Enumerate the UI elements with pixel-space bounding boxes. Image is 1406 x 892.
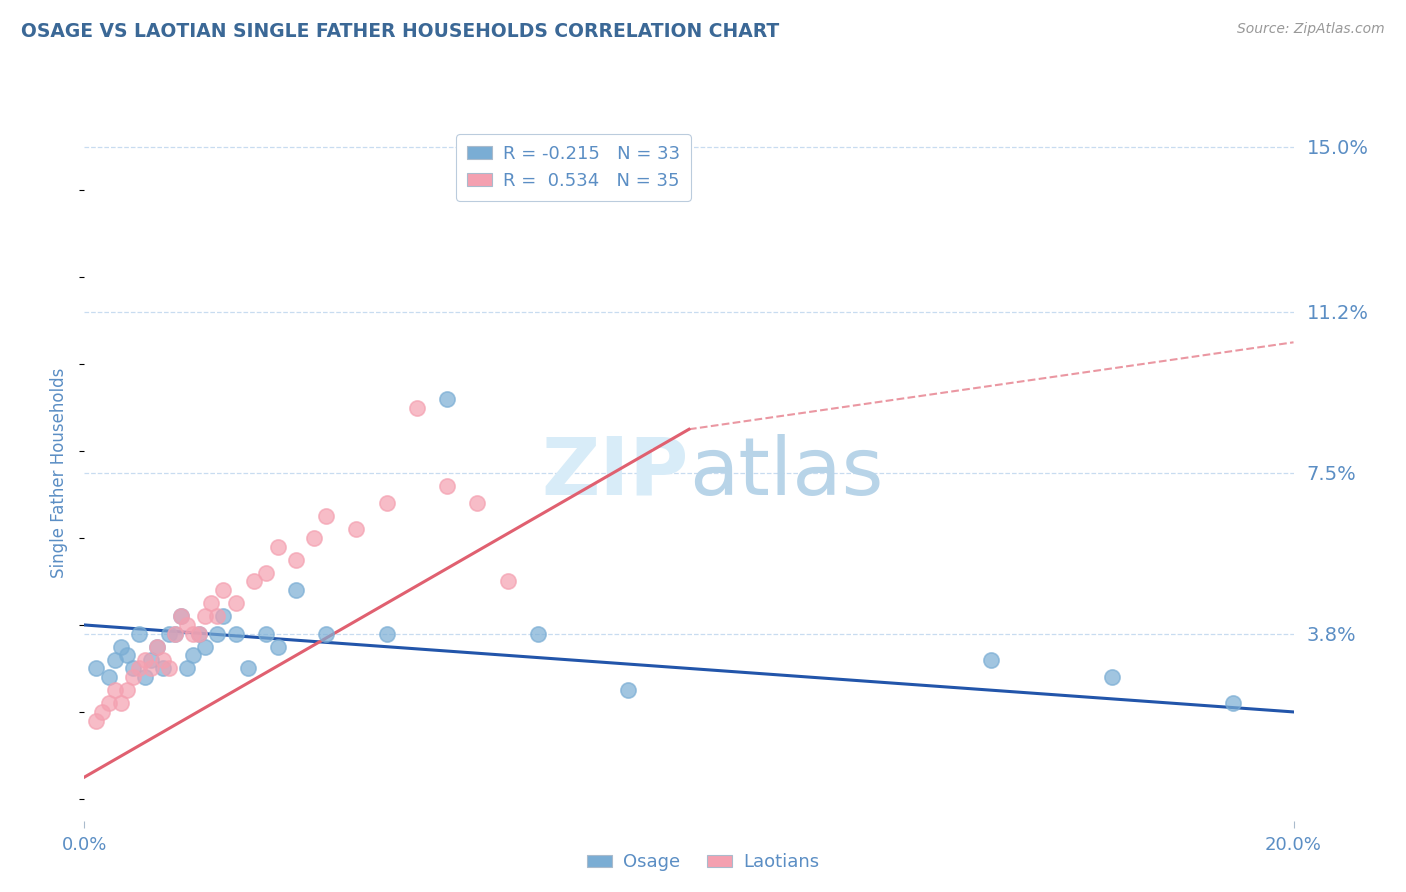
Point <box>152 661 174 675</box>
Point <box>267 640 290 654</box>
Point <box>375 496 398 510</box>
Point <box>181 626 204 640</box>
Point <box>170 609 193 624</box>
Point <box>315 509 337 524</box>
Point <box>285 583 308 598</box>
Point <box>436 479 458 493</box>
Point <box>110 640 132 654</box>
Text: ZIP: ZIP <box>541 434 689 512</box>
Point <box>97 696 120 710</box>
Point <box>242 574 264 589</box>
Point <box>121 670 143 684</box>
Point <box>346 522 368 536</box>
Point <box>146 640 169 654</box>
Point <box>134 653 156 667</box>
Point <box>104 683 127 698</box>
Text: OSAGE VS LAOTIAN SINGLE FATHER HOUSEHOLDS CORRELATION CHART: OSAGE VS LAOTIAN SINGLE FATHER HOUSEHOLD… <box>21 22 779 41</box>
Point <box>236 661 259 675</box>
Point <box>254 626 277 640</box>
Point <box>165 626 187 640</box>
Point <box>200 596 222 610</box>
Point <box>121 661 143 675</box>
Point <box>188 626 211 640</box>
Point <box>176 661 198 675</box>
Point <box>207 609 229 624</box>
Point <box>165 626 187 640</box>
Point <box>86 714 108 728</box>
Point <box>375 626 398 640</box>
Point <box>139 661 162 675</box>
Point <box>617 683 640 698</box>
Point <box>267 540 290 554</box>
Point <box>194 640 217 654</box>
Text: atlas: atlas <box>689 434 883 512</box>
Point <box>134 670 156 684</box>
Point <box>115 648 138 663</box>
Point <box>170 609 193 624</box>
Point <box>157 661 180 675</box>
Point <box>207 626 229 640</box>
Legend: Osage, Laotians: Osage, Laotians <box>579 847 827 879</box>
Point <box>176 618 198 632</box>
Point <box>302 531 325 545</box>
Point <box>254 566 277 580</box>
Point <box>110 696 132 710</box>
Point <box>104 653 127 667</box>
Point <box>128 661 150 675</box>
Point <box>194 609 217 624</box>
Y-axis label: Single Father Households: Single Father Households <box>51 368 69 578</box>
Point <box>157 626 180 640</box>
Point <box>315 626 337 640</box>
Point <box>139 653 162 667</box>
Point <box>406 401 429 415</box>
Point <box>212 609 235 624</box>
Point <box>128 626 150 640</box>
Legend: R = -0.215   N = 33, R =  0.534   N = 35: R = -0.215 N = 33, R = 0.534 N = 35 <box>456 134 690 201</box>
Text: Source: ZipAtlas.com: Source: ZipAtlas.com <box>1237 22 1385 37</box>
Point <box>527 626 550 640</box>
Point <box>152 653 174 667</box>
Point <box>225 626 247 640</box>
Point <box>97 670 120 684</box>
Point <box>181 648 204 663</box>
Point <box>225 596 247 610</box>
Point <box>285 552 308 567</box>
Point <box>115 683 138 698</box>
Point <box>1101 670 1123 684</box>
Point <box>467 496 489 510</box>
Point <box>86 661 108 675</box>
Point <box>496 574 519 589</box>
Point <box>1222 696 1244 710</box>
Point <box>436 392 458 406</box>
Point <box>91 705 114 719</box>
Point <box>980 653 1002 667</box>
Point <box>146 640 169 654</box>
Point <box>188 626 211 640</box>
Point <box>212 583 235 598</box>
